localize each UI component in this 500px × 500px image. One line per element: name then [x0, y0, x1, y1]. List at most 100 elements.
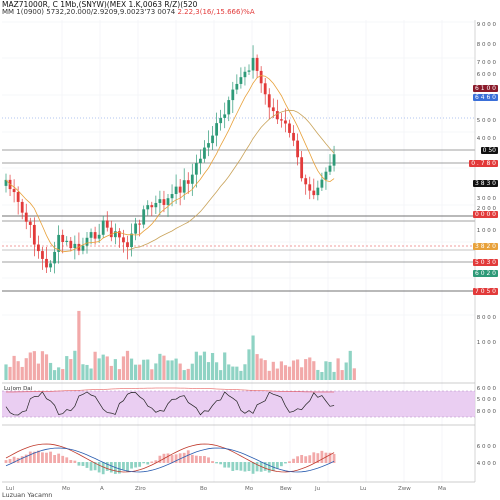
candle-body — [271, 107, 275, 112]
volume-bar — [40, 351, 45, 380]
volume-bar — [4, 364, 8, 380]
macd-histogram-bar — [61, 455, 65, 463]
price-label: 7 0 5 0 — [473, 288, 498, 295]
candle-body — [150, 205, 154, 208]
candle-body — [207, 143, 210, 148]
volume-bar — [283, 365, 288, 380]
macd-histogram-bar — [113, 462, 117, 474]
candle-body — [296, 140, 299, 158]
volume-bar — [352, 368, 356, 380]
axis-tick-label: 2 0 0 0 — [476, 206, 496, 212]
ohlc-readout: MM 1(0900) 5732,20.000/2.9209,9.0023'73 … — [2, 8, 255, 17]
candle-body — [130, 233, 133, 248]
macd-histogram-bar — [308, 455, 312, 463]
candle-body — [65, 240, 69, 242]
volume-bar — [231, 366, 235, 380]
macd-histogram-bar — [174, 454, 178, 463]
candle-body — [73, 243, 77, 249]
volume-bar — [113, 359, 117, 380]
candle-body — [199, 158, 202, 164]
volume-bar — [304, 359, 308, 380]
macd-histogram-bar — [12, 456, 16, 463]
volume-bar — [316, 369, 320, 380]
candle-body — [259, 70, 263, 84]
chart-title: MAZ71000R, C 1Mb,(SNYW)(MEX 1.K,0063 R/Z… — [2, 0, 198, 9]
macd-histogram-bar — [166, 453, 170, 463]
volume-bar — [146, 359, 150, 380]
brand-footer: Luzuan Yacamn — [2, 491, 53, 499]
candle-body — [134, 223, 137, 234]
macd-histogram-bar — [320, 450, 324, 463]
volume-bar — [251, 335, 255, 380]
time-axis-label: Lu — [360, 486, 367, 492]
candle-body — [16, 192, 20, 202]
macd-histogram-bar — [280, 462, 283, 467]
volume-bar — [24, 358, 28, 380]
macd-histogram-bar — [251, 462, 255, 474]
macd-histogram-bar — [89, 462, 93, 471]
volume-bar — [259, 358, 263, 380]
macd-histogram-bar — [154, 460, 158, 463]
macd-histogram-bar — [105, 462, 109, 471]
volume-bar — [89, 368, 93, 380]
candle-body — [12, 189, 16, 193]
rsi-title: Lu(om Dai — [4, 386, 33, 392]
macd-histogram-bar — [300, 454, 304, 463]
volume-bar — [243, 364, 247, 380]
volume-bar — [267, 370, 271, 380]
volume-bar — [279, 361, 283, 380]
candle-body — [154, 202, 158, 208]
macd-histogram-bar — [109, 462, 113, 473]
time-axis-label: Ju — [315, 486, 321, 492]
volume-bar — [154, 363, 158, 380]
candles — [4, 45, 336, 274]
volume-bar — [332, 371, 336, 380]
volume-bar — [36, 363, 40, 380]
volume-bar — [291, 360, 296, 380]
macd-histogram-bar — [194, 455, 198, 463]
volume-bar — [97, 358, 101, 380]
macd-histogram-bar — [255, 462, 259, 472]
rsi-line — [5, 391, 335, 416]
macd-histogram-bar — [126, 462, 129, 472]
candle-body — [316, 187, 320, 196]
candle-body — [138, 223, 142, 225]
candle-body — [81, 245, 85, 251]
volume-bar — [77, 310, 81, 380]
volume-bar — [8, 366, 12, 380]
macd-histogram-bar — [170, 455, 174, 463]
rsi-axis-label: 5 0 0 0 — [476, 397, 496, 403]
macd-histogram-bar — [146, 462, 150, 465]
candle-body — [105, 220, 109, 228]
price-label: 3 8 3 0 — [473, 180, 498, 187]
volume-bar — [235, 366, 239, 380]
macd-histogram-bar — [328, 452, 332, 463]
macd-histogram-bar — [81, 462, 85, 466]
volume-bar — [61, 369, 65, 380]
candle-body — [219, 117, 223, 124]
macd-histogram-bar — [186, 450, 190, 463]
macd-histogram-bar — [312, 452, 316, 463]
macd-histogram-bar — [227, 462, 231, 468]
volume-bar — [158, 353, 162, 380]
candle-body — [109, 227, 113, 238]
macd-histogram-bar — [77, 462, 81, 466]
candle-body — [328, 165, 332, 172]
macd-histogram-bar — [93, 462, 97, 471]
moving-averages — [5, 75, 335, 253]
volume-bar — [65, 356, 69, 380]
volume-bar — [20, 366, 24, 380]
price-label: 5 0 3 0 — [473, 259, 498, 266]
macd-histogram-bar — [85, 462, 89, 468]
macd-histogram-bar — [45, 452, 48, 463]
candle-body — [93, 232, 97, 239]
volume-bar — [239, 370, 243, 380]
time-axis-label: Bo — [200, 486, 208, 492]
macd-histogram-bar — [219, 462, 223, 465]
price-label: 0 . 7 8 0 — [469, 160, 498, 167]
price-label: 6 1 0 0 — [473, 85, 498, 92]
volume-bar — [178, 363, 182, 380]
candle-body — [20, 201, 24, 213]
candle-body — [85, 237, 89, 246]
